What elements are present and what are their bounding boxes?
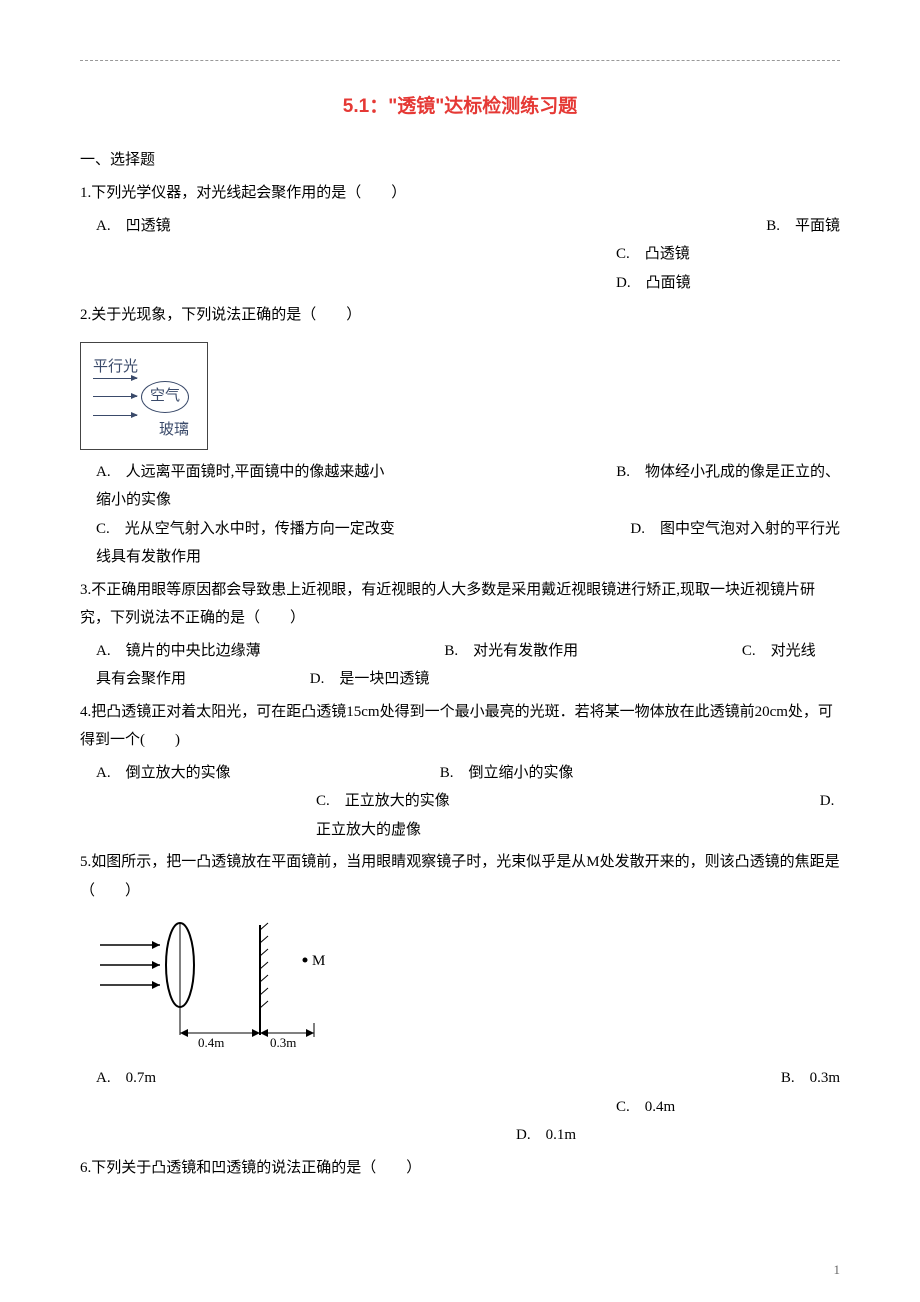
q3-opt-b: B. 对光有发散作用	[444, 637, 578, 666]
q2-opt-c: C. 光从空气射入水中时，传播方向一定改变	[96, 515, 395, 544]
q1-options: A. 凹透镜 B. 平面镜 C. 凸透镜 D. 凸面镜	[96, 212, 840, 298]
q3-opt-a: A. 镜片的中央比边缘薄	[96, 637, 261, 666]
q3-options: A. 镜片的中央比边缘薄 B. 对光有发散作用 C. 对光线 具有会聚作用 D.…	[96, 637, 840, 694]
q5-opt-d: D. 0.1m	[516, 1121, 576, 1150]
q4-opt-b: B. 倒立缩小的实像	[440, 759, 574, 788]
q2-opt-b: B. 物体经小孔成的像是正立的、	[616, 458, 840, 487]
q2-opt-b-cont: 缩小的实像	[96, 486, 840, 515]
q5-opt-a: A. 0.7m	[96, 1064, 156, 1093]
arrow-icon	[93, 415, 137, 416]
q2-figure: 平行光 空气 玻璃	[80, 342, 208, 450]
doc-title: 5.1："透镜"达标检测练习题	[80, 91, 840, 118]
q1-opt-b: B. 平面镜	[766, 212, 840, 241]
q4-opt-c: C. 正立放大的实像	[316, 787, 656, 816]
q3-opt-c: C. 对光线	[742, 637, 816, 666]
q5-options: A. 0.7m B. 0.3m C. 0.4m D. 0.1m	[96, 1064, 840, 1150]
q1-stem: 1.下列光学仪器，对光线起会聚作用的是（ ）	[80, 179, 840, 208]
top-rule	[80, 60, 840, 61]
q2-opt-d-cont: 线具有发散作用	[96, 543, 840, 572]
page: 5.1："透镜"达标检测练习题 一、选择题 1.下列光学仪器，对光线起会聚作用的…	[0, 0, 920, 1302]
q5-opt-c: C. 0.4m	[616, 1093, 675, 1122]
q2-fig-label1: 平行光	[93, 355, 189, 376]
q1-opt-a: A. 凹透镜	[96, 212, 171, 241]
arrow-icon	[93, 378, 137, 379]
arrow-icon	[93, 396, 137, 397]
page-number: 1	[834, 1262, 841, 1278]
q1-opt-c: C. 凸透镜	[616, 240, 690, 269]
q5-opt-b: B. 0.3m	[781, 1064, 840, 1093]
q2-fig-bubble: 空气	[141, 381, 189, 413]
q2-fig-label3: 玻璃	[159, 422, 189, 438]
q4-options: A. 倒立放大的实像 B. 倒立缩小的实像 C. 正立放大的实像 D. 正立放大…	[96, 759, 840, 845]
section-1-heading: 一、选择题	[80, 148, 840, 169]
q5-stem: 5.如图所示，把一凸透镜放在平面镜前，当用眼睛观察镜子时，光束似乎是从M处发散开…	[80, 848, 840, 905]
q3-stem: 3.不正确用眼等原因都会导致患上近视眼，有近视眼的人大多数是采用戴近视眼镜进行矫…	[80, 576, 840, 633]
q4-opt-a: A. 倒立放大的实像	[96, 759, 436, 788]
q2-opt-a: A. 人远离平面镜时,平面镜中的像越来越小	[96, 458, 384, 487]
q2-stem: 2.关于光现象，下列说法正确的是（ ）	[80, 301, 840, 330]
q5-figure: M 0.4m 0.3m	[90, 915, 840, 1060]
q2-opt-d: D. 图中空气泡对入射的平行光	[630, 515, 840, 544]
q3-opt-c-cont: 具有会聚作用	[96, 665, 186, 694]
q1-opt-d: D. 凸面镜	[616, 269, 691, 298]
svg-text:0.3m: 0.3m	[270, 1035, 296, 1050]
q2-options: A. 人远离平面镜时,平面镜中的像越来越小 B. 物体经小孔成的像是正立的、 缩…	[96, 458, 840, 572]
q3-opt-d: D. 是一块凹透镜	[310, 665, 430, 694]
svg-text:0.4m: 0.4m	[198, 1035, 224, 1050]
q5-svg: M 0.4m 0.3m	[90, 915, 340, 1055]
q5-fig-point: M	[312, 953, 325, 969]
q6-stem: 6.下列关于凸透镜和凹透镜的说法正确的是（ ）	[80, 1154, 840, 1183]
q4-stem: 4.把凸透镜正对着太阳光，可在距凸透镜15cm处得到一个最小最亮的光斑．若将某一…	[80, 698, 840, 755]
